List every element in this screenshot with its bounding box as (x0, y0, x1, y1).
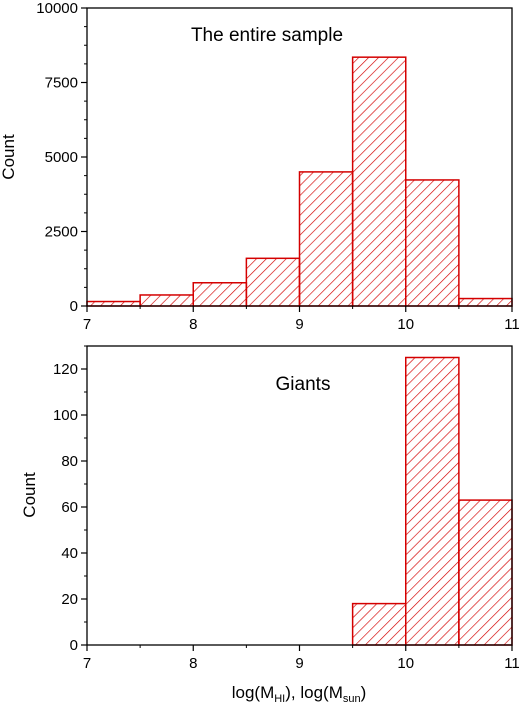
histogram-bar (86, 300, 141, 307)
bottom-panel-annotation: Giants (276, 374, 331, 395)
x-tick-label: 8 (189, 655, 197, 672)
y-tick-label: 120 (53, 361, 78, 378)
top-panel-y-axis-label: Count (0, 134, 18, 180)
y-tick-label: 10000 (36, 0, 78, 17)
histogram-bar (298, 171, 354, 307)
histogram-bar (245, 257, 301, 307)
y-tick-label: 2500 (45, 224, 78, 241)
top-panel-annotation: The entire sample (191, 25, 343, 46)
x-tick-label: 11 (504, 655, 520, 672)
histogram-bar (351, 602, 407, 646)
x-tick-label: 9 (295, 655, 303, 672)
y-tick-label: 100 (53, 407, 78, 424)
bottom-panel-y-axis-label: Count (20, 472, 39, 518)
histogram-bar (458, 297, 513, 307)
x-tick-label: 10 (397, 316, 414, 333)
y-tick-label: 5000 (45, 149, 78, 166)
x-tick-label: 10 (397, 655, 414, 672)
x-axis-label: log(MHI), log(Msun) (232, 683, 367, 705)
y-tick-label: 20 (61, 591, 78, 608)
histogram-bar (139, 294, 194, 307)
y-tick-label: 7500 (45, 75, 78, 92)
bottom-panel: 7 8 9 10 11 0 20 40 60 80 100 120 (53, 345, 520, 672)
x-tick-label: 11 (504, 316, 520, 333)
histogram-bar (405, 356, 460, 646)
y-tick-label: 0 (70, 298, 78, 315)
y-tick-label: 40 (61, 545, 78, 562)
histogram-bar (192, 282, 248, 307)
x-tick-label: 9 (295, 316, 303, 333)
y-tick-label: 60 (61, 499, 78, 516)
histogram-bar (351, 56, 407, 307)
histogram-bar (458, 499, 513, 646)
x-tick-label: 7 (83, 655, 91, 672)
x-tick-label: 8 (189, 316, 197, 333)
top-panel: 7 8 9 10 11 0 2500 5000 7500 10000 (36, 0, 520, 333)
y-tick-label: 0 (70, 637, 78, 654)
histogram-bar (405, 179, 460, 307)
y-tick-label: 80 (61, 453, 78, 470)
x-tick-label: 7 (83, 316, 91, 333)
